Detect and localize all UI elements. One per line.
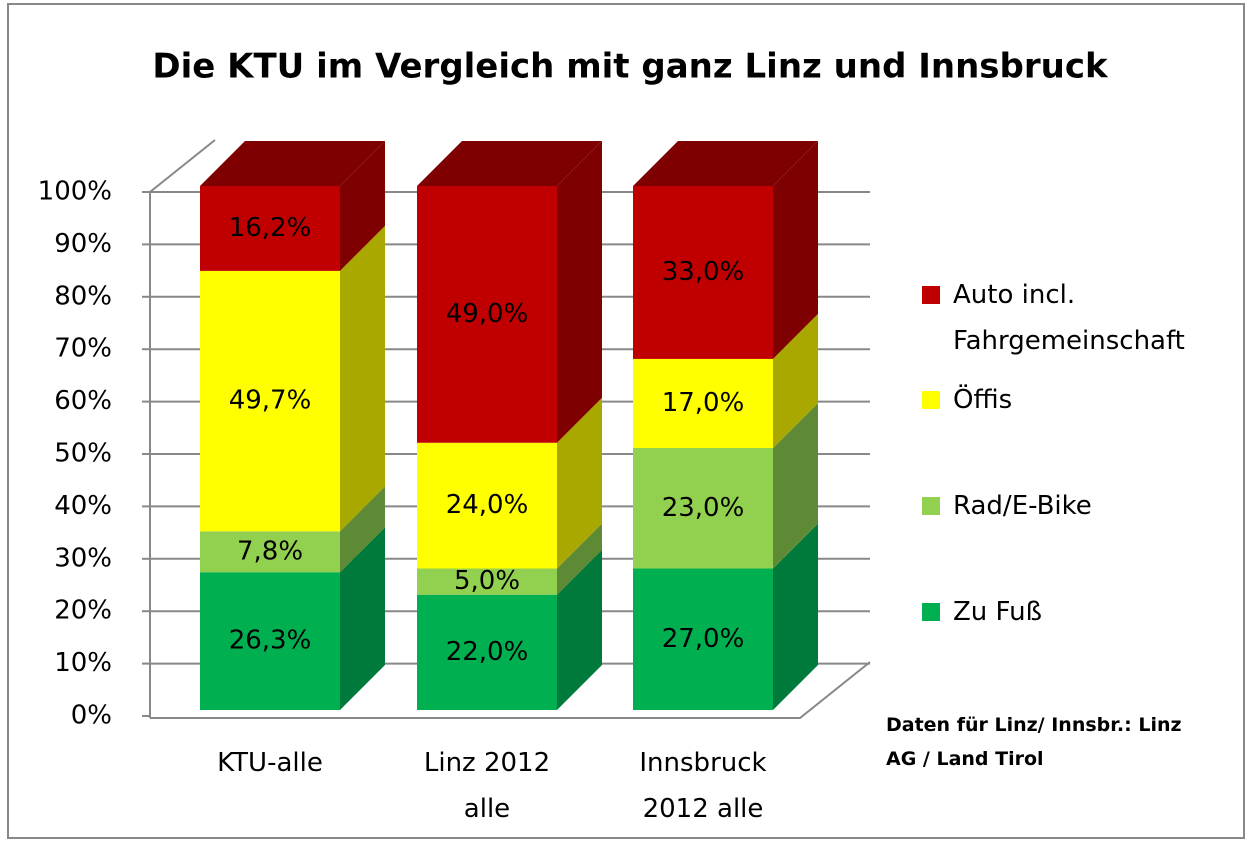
bar-segment	[633, 186, 773, 359]
data-label: 22,0%	[446, 637, 529, 667]
data-label: 24,0%	[446, 490, 529, 520]
x-tick-label: Innsbruck 2012 alle	[639, 748, 767, 824]
data-label: 26,3%	[229, 626, 312, 656]
legend-label: Zu Fuß	[953, 597, 1042, 627]
bar-side	[557, 397, 602, 569]
data-label: 5,0%	[454, 566, 520, 596]
bar-side	[773, 313, 818, 448]
y-tick-label: 90%	[54, 229, 112, 259]
bar-side	[340, 141, 385, 271]
bar-segment	[200, 270, 340, 532]
bar-top	[200, 141, 385, 186]
data-label: 16,2%	[229, 213, 312, 243]
y-tick-label: 30%	[54, 543, 112, 573]
legend-swatch	[922, 391, 940, 409]
bar-segment	[200, 531, 340, 573]
bar-segment	[200, 572, 340, 710]
chart-title: Die KTU im Vergleich mit ganz Linz und I…	[152, 47, 1109, 87]
bar-side	[557, 141, 602, 443]
floor	[150, 661, 871, 719]
y-tick-label: 10%	[54, 648, 112, 678]
x-tick-label: KTU-alle	[217, 748, 323, 778]
bar-segment	[633, 448, 773, 569]
y-tick-label: 60%	[54, 386, 112, 416]
data-label: 49,7%	[229, 386, 312, 416]
legend-label: Auto incl. Fahrgemeinschaft	[953, 280, 1185, 356]
bar-side	[773, 523, 818, 710]
bar-side	[557, 549, 602, 710]
y-tick-label: 20%	[54, 596, 112, 626]
data-label: 23,0%	[662, 493, 745, 523]
y-tick-label: 40%	[54, 491, 112, 521]
y-tick-label: 100%	[38, 177, 112, 207]
bar-top	[633, 141, 818, 186]
data-label: 27,0%	[662, 624, 745, 654]
data-label: 17,0%	[662, 388, 745, 418]
bar-side	[340, 486, 385, 573]
bar-top	[417, 141, 602, 186]
y-tick-label: 80%	[54, 281, 112, 311]
legend-swatch	[922, 603, 940, 621]
x-tick-label: Linz 2012 alle	[423, 748, 551, 824]
data-label: 49,0%	[446, 299, 529, 329]
legend-label: Rad/E-Bike	[953, 491, 1092, 521]
bar-side	[340, 527, 385, 710]
bar-segment	[417, 442, 557, 569]
y-tick-label: 50%	[54, 439, 112, 469]
legend-swatch	[922, 286, 940, 304]
legend-label: Öffis	[953, 385, 1013, 415]
bar-segment	[417, 186, 557, 443]
bar-segment	[200, 186, 340, 271]
bar-segment	[417, 594, 557, 710]
y-tick-label: 0%	[71, 701, 112, 731]
y-tick-label: 70%	[54, 334, 112, 364]
data-label: 33,0%	[662, 257, 745, 287]
bar-side	[773, 141, 818, 359]
bar-side	[340, 225, 385, 532]
annotation: Daten für Linz/ Innsbr.: Linz AG / Land …	[886, 714, 1182, 770]
bar-segment	[633, 568, 773, 710]
bar-side	[773, 403, 818, 569]
bar-segment	[633, 358, 773, 448]
data-label: 7,8%	[237, 536, 303, 566]
bar-segment	[417, 568, 557, 595]
legend-swatch	[922, 497, 940, 515]
bar-side	[557, 523, 602, 595]
